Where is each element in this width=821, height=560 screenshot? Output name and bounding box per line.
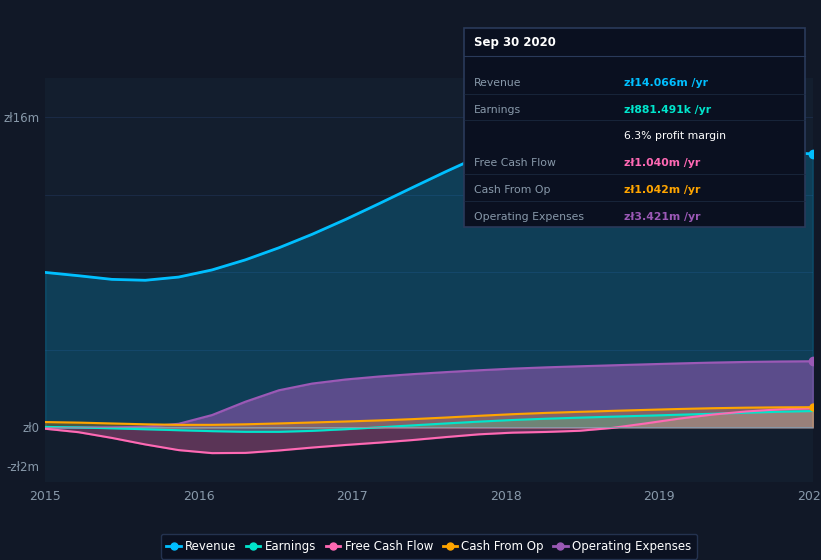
- Text: 6.3% profit margin: 6.3% profit margin: [624, 132, 726, 142]
- Text: zł1.040m /yr: zł1.040m /yr: [624, 158, 700, 169]
- Text: zł881.491k /yr: zł881.491k /yr: [624, 105, 711, 115]
- Text: zł14.066m /yr: zł14.066m /yr: [624, 78, 708, 88]
- Text: zł3.421m /yr: zł3.421m /yr: [624, 212, 700, 222]
- Text: zł1.042m /yr: zł1.042m /yr: [624, 185, 700, 195]
- Text: Earnings: Earnings: [474, 105, 521, 115]
- Text: Sep 30 2020: Sep 30 2020: [474, 36, 556, 49]
- Text: Free Cash Flow: Free Cash Flow: [474, 158, 556, 169]
- Text: Operating Expenses: Operating Expenses: [474, 212, 584, 222]
- Text: Cash From Op: Cash From Op: [474, 185, 550, 195]
- Text: Revenue: Revenue: [474, 78, 521, 88]
- Legend: Revenue, Earnings, Free Cash Flow, Cash From Op, Operating Expenses: Revenue, Earnings, Free Cash Flow, Cash …: [161, 534, 697, 559]
